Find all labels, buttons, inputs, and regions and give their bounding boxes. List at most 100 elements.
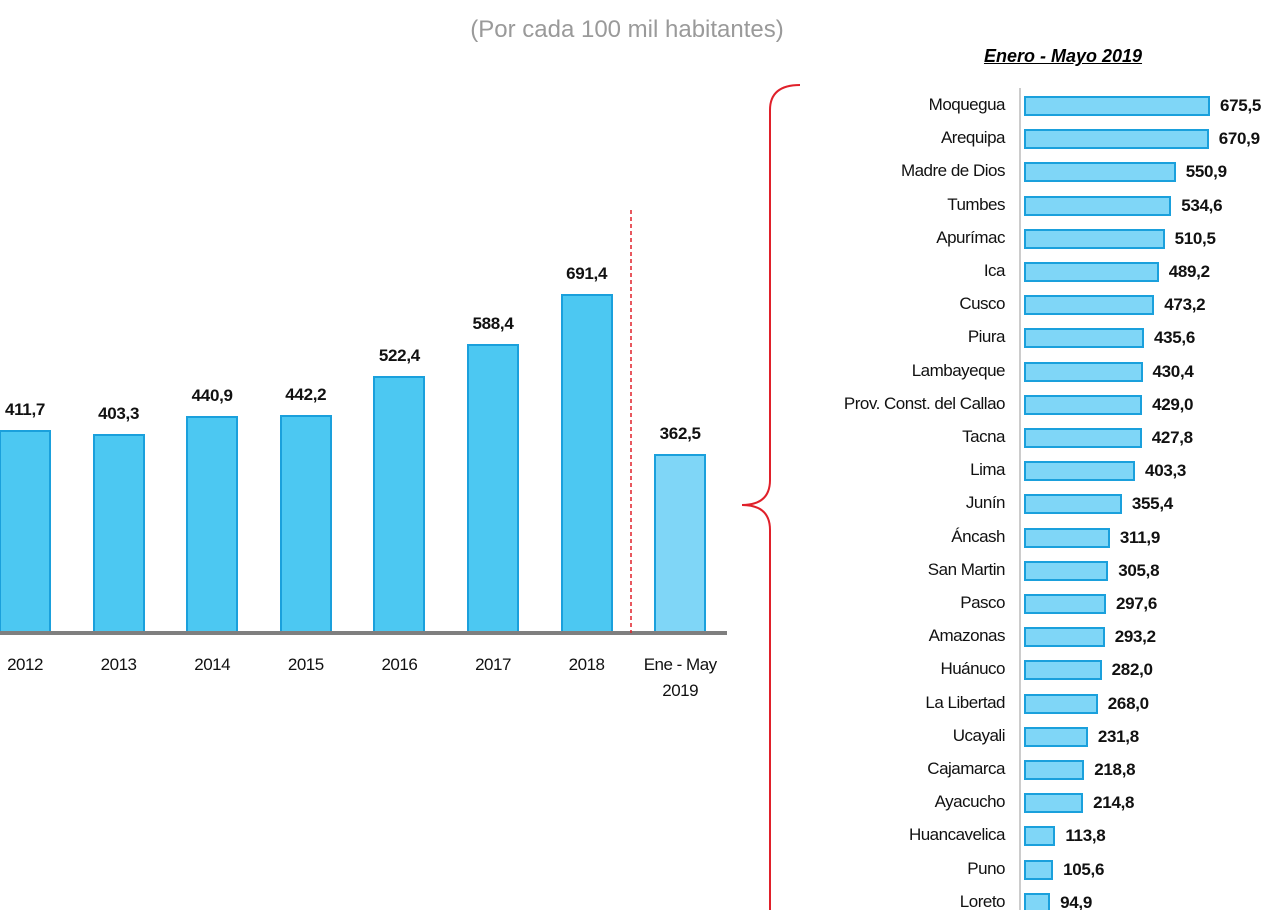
value-label: 588,4	[472, 314, 514, 334]
value-label: 362,5	[659, 424, 701, 444]
value-label: 105,6	[1063, 859, 1105, 879]
category-label: Puno	[967, 858, 1005, 878]
bar	[1024, 826, 1056, 847]
category-label: Piura	[967, 327, 1006, 347]
bar	[1024, 859, 1054, 880]
value-label: 268,0	[1107, 693, 1149, 713]
bar	[1024, 760, 1085, 780]
bar	[1024, 195, 1172, 216]
bar	[1024, 461, 1136, 482]
bar	[1024, 627, 1105, 648]
category-label: Madre de Dios	[900, 161, 1006, 181]
category-label: La Libertad	[925, 692, 1005, 712]
bar	[1024, 394, 1143, 415]
category-label: Loreto	[959, 891, 1006, 910]
value-label: 403,3	[98, 404, 140, 424]
value-label: 550,9	[1185, 162, 1227, 182]
category-label: Arequipa	[940, 128, 1006, 148]
x-tick-label: Ene - May 2019	[643, 655, 717, 700]
x-tick-label: 2018	[568, 655, 605, 674]
bar	[1024, 660, 1102, 681]
bar	[1024, 527, 1110, 548]
category-label: Junín	[965, 493, 1006, 513]
value-label: 297,6	[1115, 594, 1157, 613]
category-label: Huánuco	[940, 659, 1005, 679]
bar	[1024, 129, 1209, 150]
value-label: 442,2	[285, 385, 327, 405]
bar	[1024, 428, 1142, 448]
category-label: Áncash	[951, 526, 1005, 546]
category-label: Apurímac	[936, 227, 1005, 247]
bar	[467, 344, 519, 631]
value-label: 691,4	[566, 264, 608, 283]
value-label: 427,8	[1151, 428, 1193, 447]
value-label: 411,7	[4, 400, 46, 420]
value-label: 403,3	[1145, 461, 1187, 481]
x-tick-label: 2014	[194, 655, 231, 674]
category-label: Lima	[970, 460, 1005, 480]
category-label: Tacna	[962, 427, 1005, 446]
value-label: 435,6	[1153, 328, 1195, 348]
x-tick-label: 2013	[100, 655, 137, 674]
bar	[1024, 793, 1084, 814]
right-chart-title: Enero - Mayo 2019	[983, 46, 1143, 66]
value-label: 355,4	[1131, 494, 1173, 514]
value-label: 430,4	[1152, 361, 1194, 381]
category-label: Tumbes	[947, 194, 1005, 214]
bar	[1024, 494, 1122, 515]
category-label: Cusco	[959, 294, 1005, 314]
value-label: 231,8	[1097, 726, 1139, 746]
category-label: San Martin	[927, 559, 1006, 579]
value-label: 218,8	[1094, 760, 1136, 779]
value-label: 675,5	[1220, 96, 1262, 115]
value-label: 534,6	[1181, 195, 1223, 215]
x-tick-label: 2012	[7, 655, 43, 674]
category-label: Cajamarca	[927, 759, 1005, 778]
category-label: Ica	[983, 261, 1006, 280]
bar	[92, 434, 145, 631]
category-label: Ucayali	[952, 725, 1006, 745]
x-tick-label: 2015	[287, 655, 324, 674]
value-label: 214,8	[1093, 793, 1135, 813]
bar	[373, 376, 426, 631]
category-label: Pasco	[960, 593, 1005, 612]
value-label: 311,9	[1119, 527, 1160, 547]
bar	[186, 416, 239, 631]
value-label: 113,8	[1065, 826, 1106, 846]
category-label: Lambayeque	[911, 360, 1006, 380]
bar	[1024, 96, 1210, 116]
category-label: Moquegua	[928, 95, 1006, 114]
category-label: Huancavelica	[908, 825, 1006, 845]
x-tick-label: 2017	[475, 655, 511, 674]
x-tick-label: 2016	[381, 655, 418, 674]
bar	[1024, 693, 1098, 714]
category-label: Amazonas	[928, 626, 1006, 646]
bar	[1024, 892, 1051, 910]
bar	[1024, 726, 1088, 747]
value-label: 282,0	[1111, 660, 1153, 680]
bar	[1024, 560, 1109, 581]
bar	[279, 415, 332, 631]
brace	[741, 84, 801, 910]
value-label: 94,9	[1060, 892, 1093, 910]
category-label: Prov. Const. del Callao	[843, 393, 1006, 413]
bar	[1024, 262, 1159, 282]
value-label: 305,8	[1118, 560, 1160, 580]
bar	[1024, 328, 1144, 349]
value-label: 429,0	[1152, 394, 1194, 414]
value-label: 522,4	[378, 346, 420, 366]
bar	[560, 294, 613, 631]
value-label: 670,9	[1218, 129, 1260, 149]
subtitle: (Por cada 100 mil habitantes)	[470, 16, 784, 43]
bar	[654, 454, 707, 631]
bar	[1024, 594, 1106, 614]
value-label: 510,5	[1174, 228, 1216, 248]
bar	[1024, 228, 1165, 249]
value-label: 489,2	[1168, 262, 1210, 281]
bar	[1024, 162, 1176, 183]
value-label: 440,9	[191, 386, 233, 406]
bar	[1024, 295, 1155, 316]
value-label: 473,2	[1164, 295, 1206, 315]
